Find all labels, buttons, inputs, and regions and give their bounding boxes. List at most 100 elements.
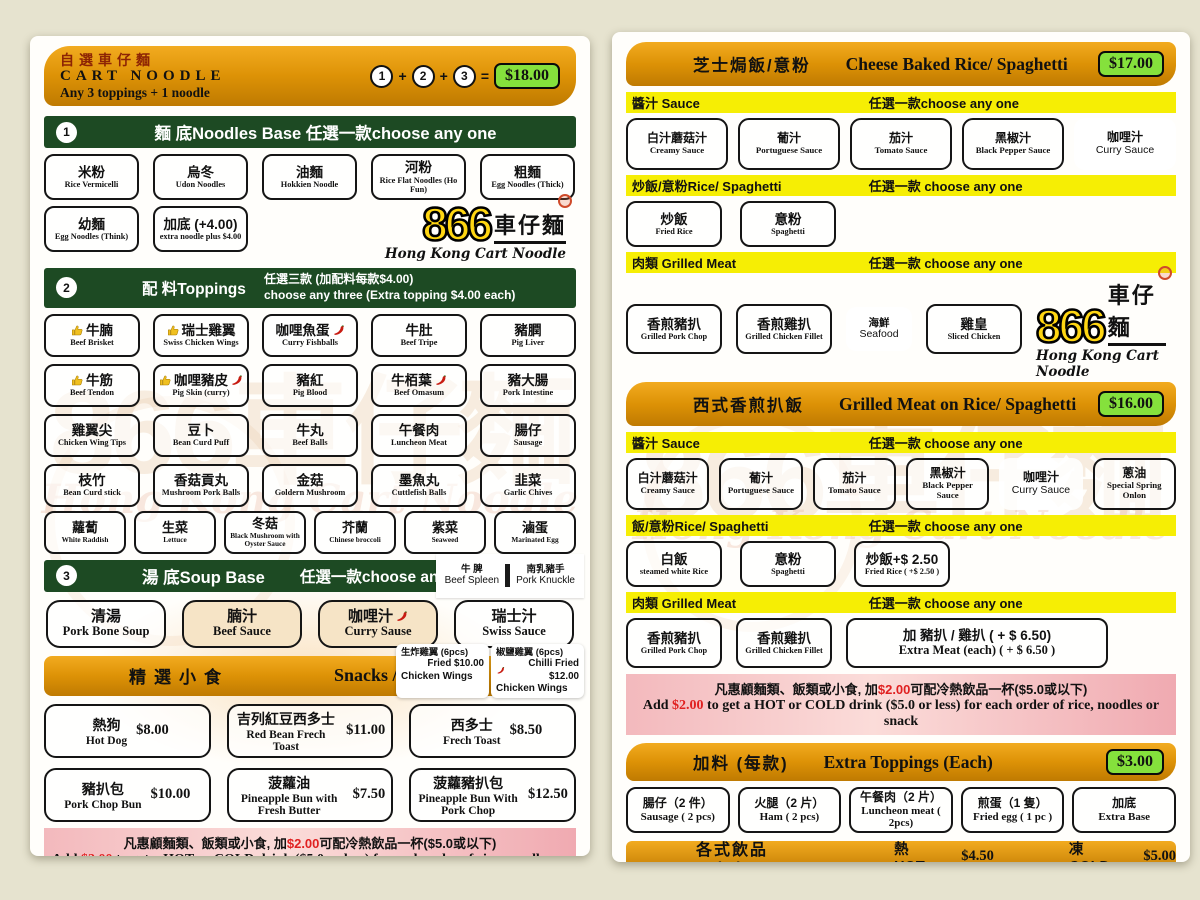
step-circle-2: 2	[411, 64, 435, 88]
sauce-bar-1: 醬汁 Sauce 任選一款choose any one	[626, 92, 1176, 113]
menu-item: 牛肚 Beef Tripe	[371, 313, 467, 357]
item-name-en: Special Spring Onlon	[1107, 480, 1162, 500]
chili-icon	[395, 610, 408, 623]
item-name-en: White Raddish	[61, 534, 109, 544]
item-name-zh: 墨魚丸	[398, 472, 440, 488]
chicken-wings-tag: 椒鹽雞翼 (6pcs) Chilli Fried $12.00 Chicken …	[491, 643, 584, 699]
item-name-en: Chinese broccoli	[329, 534, 381, 544]
item-name-zh: 意粉	[774, 551, 802, 567]
item-name-zh: 滷蛋	[521, 519, 548, 535]
item-name-zh: 瑞士雞翼	[181, 322, 236, 338]
menu-item: 西多士 Frech Toast $8.50	[409, 703, 576, 758]
section-rule: 任選一款choose any one	[299, 568, 480, 586]
item-name-en: Seaweed	[431, 534, 459, 544]
item-name-en: steamed white Rice	[639, 567, 709, 577]
item-name-en: Grilled Chicken Fillet	[745, 646, 823, 656]
item-name-en: Beef Sauce	[213, 624, 271, 639]
item-name-en: Goldern Mushroom	[274, 488, 346, 498]
menu-item: 滷蛋 Marinated Egg	[494, 510, 576, 554]
item-name-en: Luncheon Meat	[390, 438, 447, 448]
cold-label: 凍COLD	[1068, 842, 1110, 862]
item-name-en: Sausage	[513, 438, 543, 448]
bar-rule: 任選一款 choose any one	[868, 179, 1023, 194]
extra-toppings-banner: 加料 (每款) Extra Toppings (Each) $3.00	[626, 743, 1176, 781]
noodles-row-2: 幼麵 Egg Noodles (Think) 加底 (+4.00) extra …	[44, 194, 576, 262]
item-name-en: Chicken Wings	[496, 682, 568, 694]
bar-rule: 任選一款choose any one	[868, 96, 1019, 111]
section-title-en: Cheese Baked Rice/ Spaghetti	[845, 53, 1068, 74]
menu-item: 茄汁 Tomato Sauce	[850, 118, 952, 170]
item-name-zh: 腸仔	[514, 422, 542, 438]
snacks-banner: 精選小食 Snacks / Desserts 生炸雞翼 (6pcs) Fried…	[44, 643, 584, 699]
item-name-en: Bean Curd Puff	[172, 438, 230, 448]
logo-number: 866	[1035, 300, 1108, 353]
item-name-en: Grilled Chicken Fillet	[745, 332, 823, 342]
item-name-zh: 腸仔（2 件）	[642, 796, 713, 811]
item-name-en: Hokkien Noodle	[280, 180, 339, 190]
item-name-en: Luncheon meat ( 2pcs)	[861, 804, 941, 829]
meat-bar-2: 肉類 Grilled Meat 任選一款 choose any one	[626, 592, 1176, 613]
item-name-zh: 粗麵	[514, 164, 541, 180]
section-title-en: Extra Toppings (Each)	[823, 751, 993, 772]
item-name-zh: 金菇	[296, 472, 324, 488]
item-name-en: Swiss Sauce	[482, 624, 546, 639]
item-name-en: Bean Curd stick	[63, 488, 121, 498]
rice-row-2: 白飯 steamed white Rice 意粉 Spaghetti 炒飯+$ …	[626, 541, 1176, 587]
item-name-zh: 豬膶	[514, 322, 542, 338]
menu-item: 咖哩魚蛋 Curry Fishballs	[262, 313, 358, 357]
menu-item: 咖哩汁 Curry Sauce	[1074, 118, 1176, 170]
menu-item: 粗麵 Egg Noodles (Thick)	[480, 154, 575, 200]
soup-row: 清湯 Pork Bone Soup 腩汁 Beef Sauce 咖哩汁 Curr…	[46, 599, 574, 648]
thumb-up-icon	[71, 374, 84, 387]
menu-item: 黑椒汁 Black Pepper Sauce	[905, 458, 990, 510]
bar-label: 飯/意粉Rice/ Spaghetti	[632, 519, 769, 534]
item-name-zh: 豬扒包	[81, 780, 124, 797]
item-name-zh: 烏冬	[187, 164, 214, 180]
item-name-zh: 瑞士汁	[491, 608, 537, 626]
item-name-zh: 牛腩	[86, 322, 113, 338]
item-name-zh: 海鮮	[868, 317, 890, 330]
section-title-zh: 西式香煎扒飯	[693, 397, 804, 415]
menu-item: 午餐肉 Luncheon Meat	[371, 413, 467, 457]
thumb-up-icon	[71, 324, 84, 337]
soup-base-bar: 3 湯 底Soup Base 任選一款choose any one 牛 脾 Be…	[44, 553, 584, 598]
item-name-zh: 加底	[1112, 796, 1137, 811]
item-name-zh: 菠蘿油	[268, 774, 311, 791]
menu-item: 意粉 Spaghetti	[740, 201, 836, 247]
menu-item: 葡汁 Portuguese Sauce	[719, 458, 803, 510]
drinks-banner: 各式飲品 Drink 熱 HOT $4.50 凍COLD $5.00	[626, 840, 1176, 862]
item-price: Chilli Fried $12.00	[528, 658, 579, 682]
menu-item: 意粉 Spaghetti	[740, 541, 836, 587]
right-menu-page: 866車仔麵 Hong Kong Cart Noodle 芝士焗飯/意粉 Che…	[612, 32, 1190, 862]
equals-sign: =	[480, 68, 489, 84]
item-name-zh: 茄汁	[842, 471, 867, 486]
item-name-en: Beef Brisket	[70, 338, 114, 348]
item-name-zh: 咖哩汁	[347, 608, 393, 626]
item-name-zh: 枝竹	[78, 472, 106, 488]
item-name-en: Pork Chop Bun	[64, 798, 142, 811]
item-name-en: Egg Noodles (Thick)	[491, 180, 564, 190]
item-name-zh: 香煎豬扒	[647, 316, 701, 332]
item-name-zh: 加 豬扒 / 雞扒 ( + $ 6.50)	[902, 628, 1052, 644]
menu-item: 芥蘭 Chinese broccoli	[314, 510, 396, 554]
item-name-zh: 加底 (+4.00)	[163, 216, 238, 232]
menu-item: 午餐肉（2 片） Luncheon meat ( 2pcs)	[849, 787, 953, 833]
item-name-zh: 黑椒汁	[929, 466, 966, 481]
title-zh: 自選車仔麵	[60, 51, 155, 68]
menu-item: 金菇 Goldern Mushroom	[262, 463, 358, 507]
step-circle-3: 3	[452, 64, 476, 88]
item-name-en: Portuguese Sauce	[727, 485, 795, 496]
item-name-zh: 清湯	[90, 608, 121, 626]
toppings-grid-last-row: 蘿蔔 White Raddish 生菜 Lettuce 冬菇 Black Mus…	[44, 510, 576, 554]
menu-item: 腩汁 Beef Sauce	[182, 599, 302, 648]
item-name-en: Mushroom Pork Balls	[161, 488, 241, 498]
menu-item: 韭菜 Garlic Chives	[480, 463, 576, 507]
extra-soup-options: 牛 脾 Beef Spleen 南乳豬手 Pork Knuckle	[435, 553, 584, 598]
item-name-zh: 白汁蘑菇汁	[646, 131, 707, 146]
item-name-zh: 蔥油	[1122, 466, 1147, 481]
item-name-zh: 雞皇	[960, 316, 988, 332]
bar-label: 肉類 Grilled Meat	[632, 596, 737, 611]
item-name-zh: 腩汁	[226, 608, 257, 626]
item-name-en: Beef Spleen	[444, 575, 500, 587]
item-name-zh: 香煎豬扒	[647, 630, 701, 646]
